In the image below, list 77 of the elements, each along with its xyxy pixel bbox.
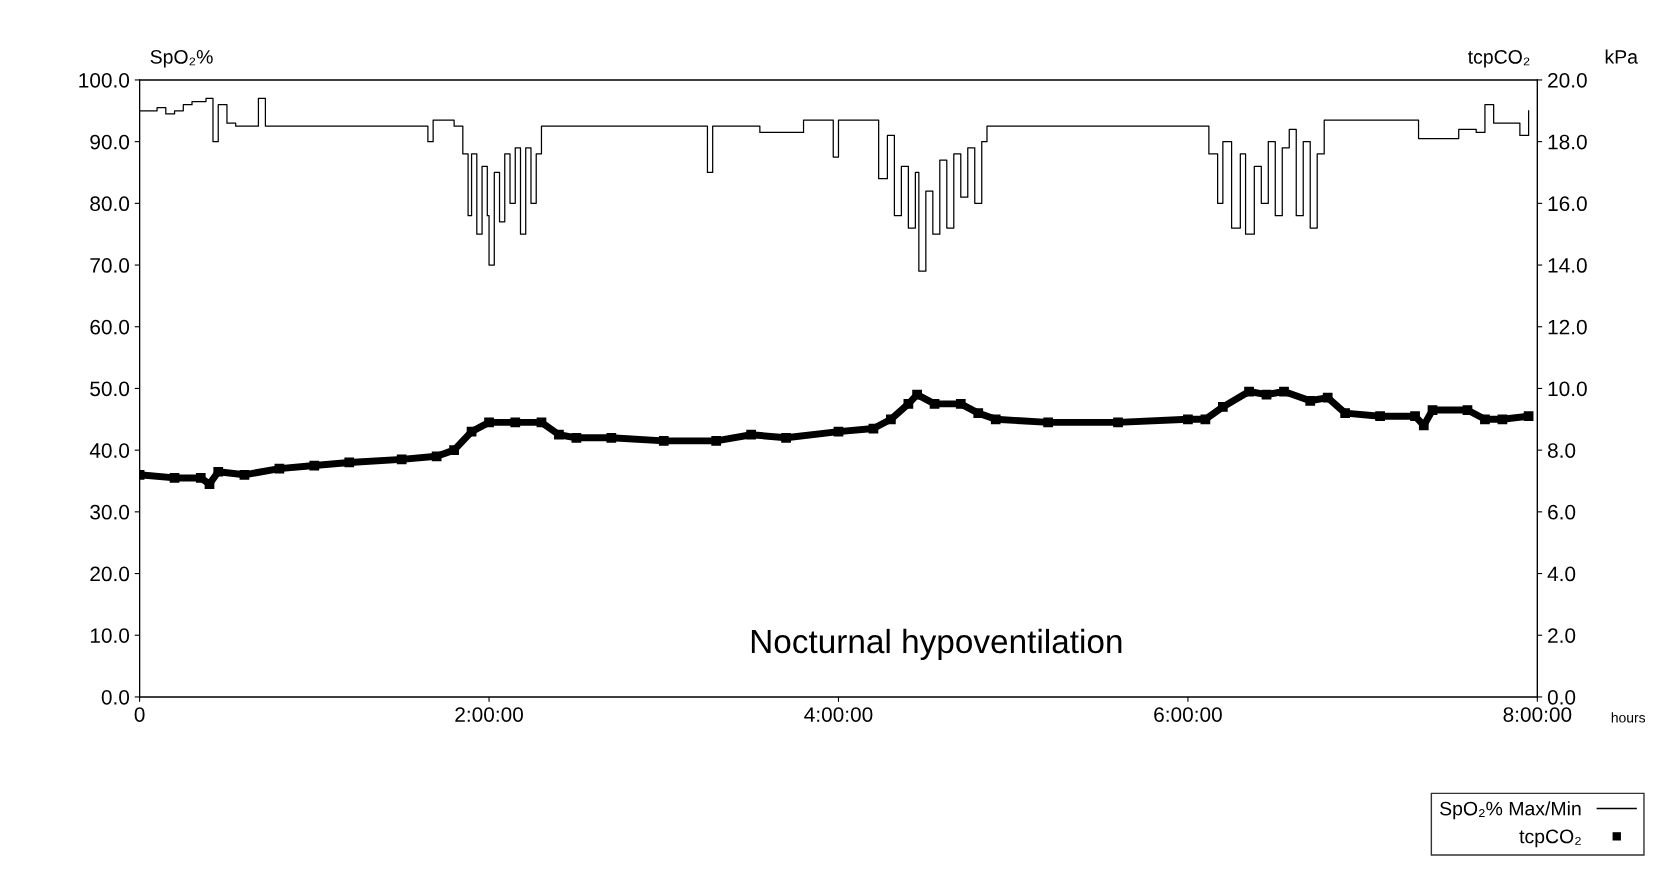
point	[510, 417, 521, 428]
legend-label: SpO₂% Max/Min	[1440, 801, 1581, 820]
point	[1480, 414, 1490, 425]
point	[396, 454, 407, 465]
x-axis-title: hours	[1611, 712, 1646, 723]
point	[1217, 402, 1228, 412]
y2-tick-label: 4.0	[1547, 566, 1576, 582]
y-tick-label: 40.0	[89, 443, 130, 458]
point	[886, 414, 896, 425]
y2-tick-label: 8.0	[1547, 443, 1576, 458]
point	[213, 466, 224, 477]
point	[1462, 405, 1473, 415]
y-tick-label: 0.0	[101, 689, 130, 705]
y2-tick-label: 14.0	[1548, 258, 1587, 273]
y-tick-label: 70.0	[90, 258, 130, 273]
point	[1183, 414, 1193, 425]
y2-tick-label: 10.0	[1548, 381, 1587, 397]
point	[711, 436, 722, 446]
point	[344, 457, 355, 468]
point	[973, 408, 984, 418]
point	[571, 432, 582, 443]
y-tick-label: 100.0	[79, 72, 130, 88]
annotation: Nocturnal hypoventilation	[751, 628, 1122, 660]
point	[781, 432, 791, 443]
point	[239, 469, 250, 480]
y-tick-label: 30.0	[90, 504, 130, 520]
point	[606, 432, 617, 443]
y-tick-label: 10.0	[90, 628, 130, 643]
point	[1244, 386, 1254, 397]
y-tick-label: 60.0	[90, 319, 130, 335]
y2-tick-label: 20.0	[1548, 72, 1587, 88]
point	[912, 389, 922, 400]
legend-label: tcpCO₂	[1519, 829, 1581, 848]
point	[1427, 405, 1438, 415]
y-tick-label: 20.0	[90, 566, 130, 582]
y-tick-label: 90.0	[90, 134, 130, 150]
point	[1497, 414, 1508, 425]
x-tick-label: 8:00:00	[1503, 707, 1572, 722]
point	[484, 417, 494, 428]
y-tick-label: 80.0	[90, 196, 130, 212]
point	[195, 473, 206, 483]
point	[1340, 408, 1351, 418]
point	[1200, 414, 1211, 425]
point	[274, 463, 285, 474]
point	[955, 399, 966, 409]
x-tick-label: 6:00:00	[1154, 707, 1222, 722]
y2-axis-title: kPa	[1605, 49, 1638, 64]
point	[1322, 392, 1333, 403]
point	[990, 414, 1001, 425]
point	[1305, 395, 1316, 406]
point	[1410, 411, 1420, 422]
point	[1375, 411, 1385, 422]
point	[169, 473, 180, 483]
y2-tick-label: 0.0	[1547, 689, 1576, 705]
point	[1113, 417, 1123, 428]
point	[431, 451, 442, 462]
x-tick-label: 4:00:00	[804, 707, 873, 722]
y2-tick-label: 18.0	[1548, 134, 1587, 150]
point	[309, 460, 320, 471]
y2-tick-label: 16.0	[1548, 196, 1587, 212]
y-tick-label: 50.0	[90, 381, 130, 397]
x-tick-label: 0	[134, 707, 145, 722]
y2-tick-label: 6.0	[1548, 504, 1576, 520]
point	[1043, 417, 1054, 428]
text: tcpCO₂	[1468, 50, 1530, 68]
y2-tick-label: 12.0	[1548, 319, 1587, 335]
y2-tick-label: 2.0	[1548, 628, 1576, 643]
point	[1279, 386, 1289, 397]
y-axis-title: SpO₂%	[150, 50, 213, 68]
point	[903, 399, 914, 409]
point	[929, 399, 940, 409]
point	[658, 436, 669, 446]
point	[1523, 411, 1534, 422]
x-tick-label: 2:00:00	[455, 707, 523, 722]
point	[449, 445, 459, 456]
point	[554, 429, 564, 440]
point	[746, 429, 756, 440]
